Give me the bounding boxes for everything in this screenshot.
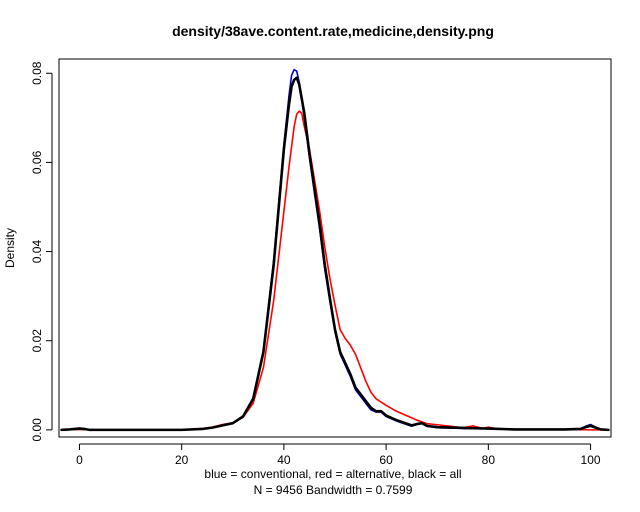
x-tick-label: 0 <box>76 453 83 467</box>
x-tick-label: 60 <box>379 453 393 467</box>
x-tick-label: 80 <box>482 453 496 467</box>
y-tick-label: 0.06 <box>30 150 44 174</box>
x-tick-label: 20 <box>175 453 189 467</box>
y-tick-label: 0.08 <box>30 61 44 85</box>
plot-frame <box>58 58 612 438</box>
series-line-all <box>60 76 610 432</box>
x-axis-label-line2: N = 9456 Bandwidth = 0.7599 <box>254 483 413 497</box>
series-line-alternative <box>60 110 610 431</box>
y-tick-label: 0.02 <box>30 329 44 353</box>
x-axis: 0 20 40 60 80 100 <box>76 443 601 467</box>
series-layer <box>60 68 610 432</box>
y-axis-label: Density <box>3 228 17 268</box>
series-line-conventional <box>60 68 610 431</box>
x-tick-label: 100 <box>581 453 601 467</box>
y-axis: 0.00 0.02 0.04 0.06 0.08 <box>30 61 53 442</box>
chart-title: density/38ave.content.rate,medicine,dens… <box>172 23 494 39</box>
x-axis-label-line1: blue = conventional, red = alternative, … <box>204 467 461 481</box>
y-tick-label: 0.04 <box>30 240 44 264</box>
y-tick-label: 0.00 <box>30 418 44 442</box>
x-tick-label: 40 <box>277 453 291 467</box>
